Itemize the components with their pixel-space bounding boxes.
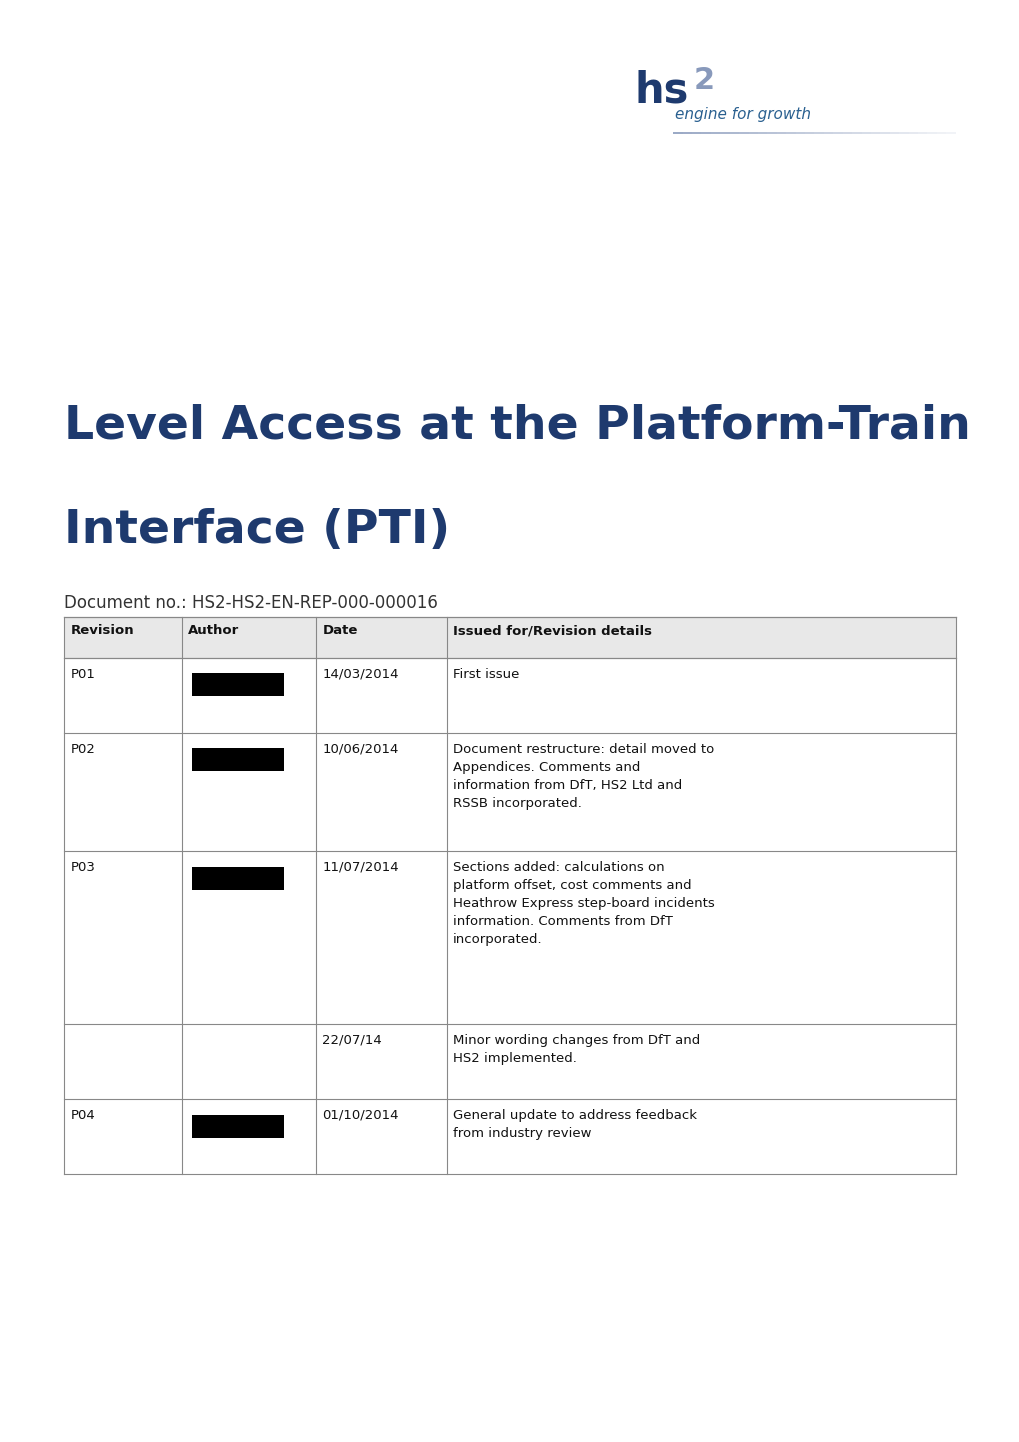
Text: 10/06/2014: 10/06/2014 [322,743,398,756]
Text: First issue: First issue [452,668,519,681]
Text: Revision: Revision [70,624,133,637]
Bar [64,617,955,658]
Text: P04: P04 [70,1109,95,1122]
Text: Minor wording changes from DfT and
HS2 implemented.: Minor wording changes from DfT and HS2 i… [452,1034,699,1064]
Text: Level Access at the Platform-Train: Level Access at the Platform-Train [64,404,970,448]
Bar [192,673,283,696]
Bar [192,867,283,890]
Text: P03: P03 [70,861,95,874]
Text: Sections added: calculations on
platform offset, cost comments and
Heathrow Expr: Sections added: calculations on platform… [452,861,714,946]
Text: General update to address feedback
from industry review: General update to address feedback from … [452,1109,696,1139]
Text: engine for growth: engine for growth [675,107,810,121]
Text: hs: hs [634,69,688,111]
Text: Interface (PTI): Interface (PTI) [64,508,450,552]
Text: 11/07/2014: 11/07/2014 [322,861,398,874]
Text: 22/07/14: 22/07/14 [322,1034,382,1047]
Text: 14/03/2014: 14/03/2014 [322,668,398,681]
Text: Author: Author [187,624,238,637]
Bar [192,748,283,771]
Bar [192,1115,283,1138]
Text: 2: 2 [693,66,714,95]
Text: P01: P01 [70,668,95,681]
Text: 01/10/2014: 01/10/2014 [322,1109,398,1122]
Text: P02: P02 [70,743,95,756]
Text: Issued for/Revision details: Issued for/Revision details [452,624,651,637]
Text: Date: Date [322,624,358,637]
Text: Document restructure: detail moved to
Appendices. Comments and
information from : Document restructure: detail moved to Ap… [452,743,713,809]
Text: Document no.: HS2-HS2-EN-REP-000-000016: Document no.: HS2-HS2-EN-REP-000-000016 [64,594,438,611]
